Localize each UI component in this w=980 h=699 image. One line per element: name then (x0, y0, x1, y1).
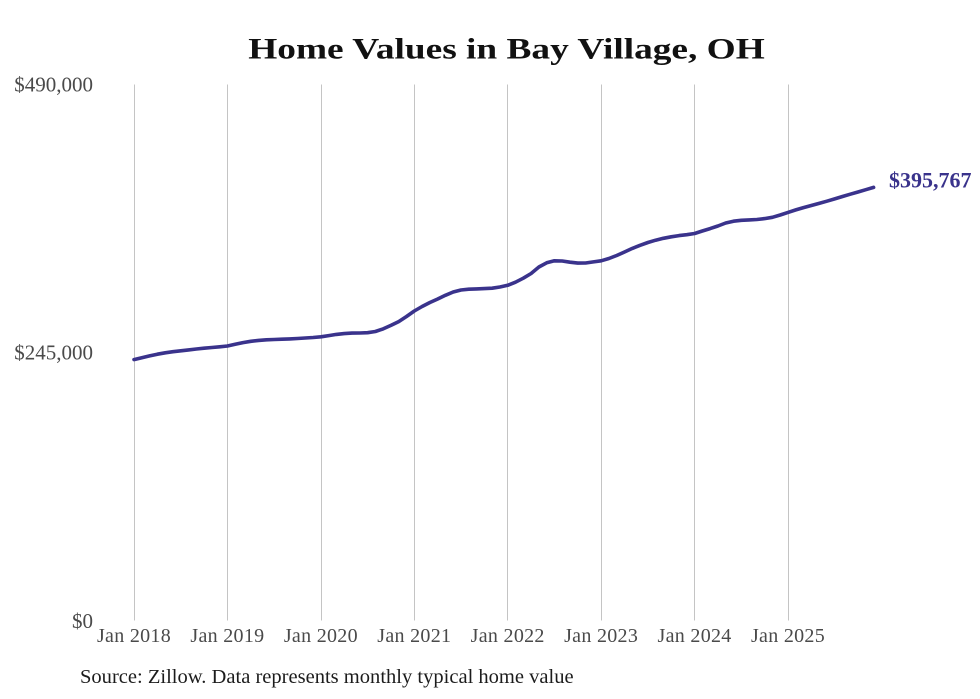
svg-text:Jan 2021: Jan 2021 (377, 625, 451, 647)
svg-text:Jan 2020: Jan 2020 (284, 625, 358, 647)
svg-text:$490,000: $490,000 (14, 73, 93, 97)
svg-text:$395,767: $395,767 (889, 168, 972, 193)
svg-text:Source: Zillow. Data represent: Source: Zillow. Data represents monthly … (80, 666, 574, 688)
svg-text:$245,000: $245,000 (14, 341, 93, 365)
svg-text:Jan 2025: Jan 2025 (751, 625, 825, 647)
svg-text:Jan 2024: Jan 2024 (658, 625, 732, 647)
svg-text:Jan 2023: Jan 2023 (564, 625, 638, 647)
svg-text:Jan 2019: Jan 2019 (190, 625, 264, 647)
svg-text:Jan 2022: Jan 2022 (471, 625, 545, 647)
svg-text:Home Values in Bay Village, OH: Home Values in Bay Village, OH (248, 33, 765, 66)
svg-text:Jan 2018: Jan 2018 (97, 625, 171, 647)
svg-text:$0: $0 (72, 609, 93, 633)
